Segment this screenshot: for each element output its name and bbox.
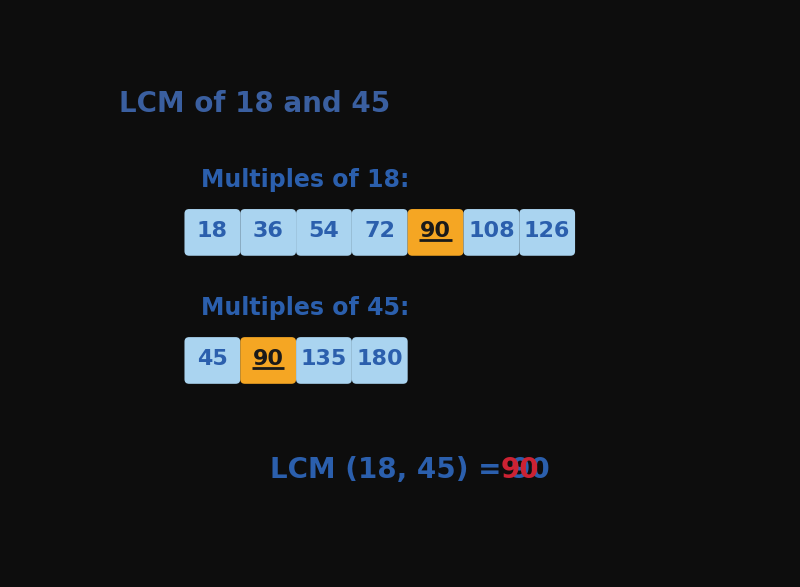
FancyBboxPatch shape: [352, 337, 408, 384]
Text: 90: 90: [501, 456, 539, 484]
FancyBboxPatch shape: [185, 337, 240, 384]
Text: 45: 45: [197, 349, 228, 369]
FancyBboxPatch shape: [352, 209, 408, 256]
Text: LCM of 18 and 45: LCM of 18 and 45: [119, 90, 390, 119]
Text: 180: 180: [357, 349, 403, 369]
FancyBboxPatch shape: [296, 337, 352, 384]
Text: Multiples of 18:: Multiples of 18:: [201, 168, 409, 192]
Text: 36: 36: [253, 221, 284, 241]
FancyBboxPatch shape: [296, 209, 352, 256]
FancyBboxPatch shape: [463, 209, 519, 256]
Text: LCM (18, 45) = 90: LCM (18, 45) = 90: [270, 456, 550, 484]
Text: 54: 54: [309, 221, 339, 241]
Text: 72: 72: [364, 221, 395, 241]
Text: 108: 108: [468, 221, 514, 241]
FancyBboxPatch shape: [240, 337, 296, 384]
FancyBboxPatch shape: [185, 209, 240, 256]
Text: 90: 90: [253, 349, 284, 369]
Text: 18: 18: [197, 221, 228, 241]
Text: 135: 135: [301, 349, 347, 369]
Text: 126: 126: [524, 221, 570, 241]
FancyBboxPatch shape: [240, 209, 296, 256]
FancyBboxPatch shape: [408, 209, 463, 256]
FancyBboxPatch shape: [519, 209, 575, 256]
Text: Multiples of 45:: Multiples of 45:: [201, 296, 409, 320]
Text: 90: 90: [420, 221, 451, 241]
